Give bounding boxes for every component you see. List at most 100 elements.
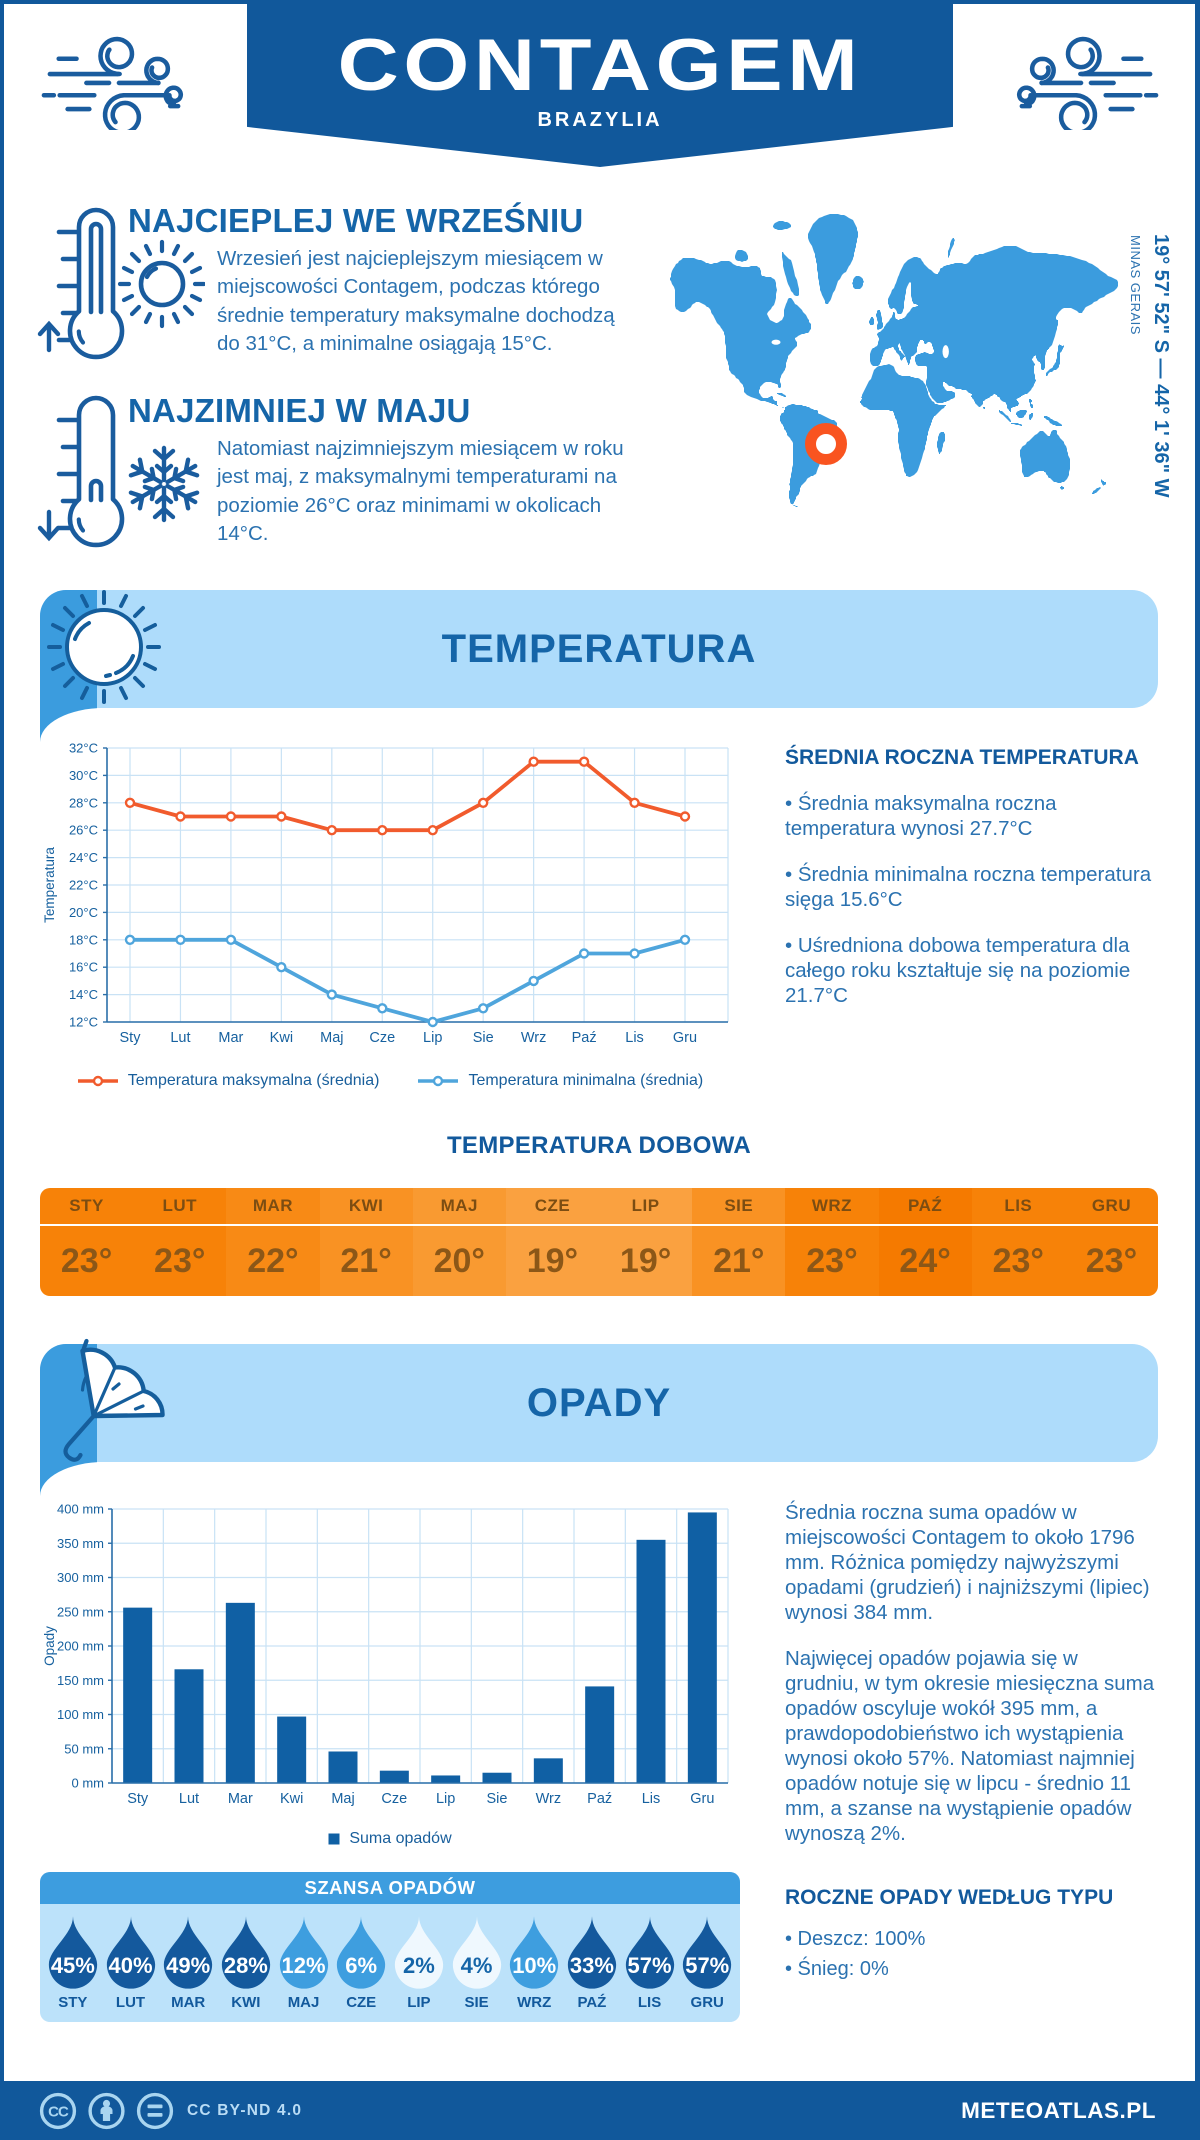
chance-month-label: STY [58, 1994, 88, 2011]
daily-month-label: LIP [599, 1188, 693, 1226]
precipitation-band-title: OPADY [526, 1380, 672, 1425]
month-label: Lut [179, 1791, 199, 1807]
sun-part [117, 239, 205, 329]
month-label: Sie [473, 1030, 494, 1046]
warmest-heading: NAJCIEPLEJ WE WRZEŚNIU [128, 202, 584, 239]
y-tick-label: 32°C [69, 741, 98, 756]
page-subtitle: BRAZYLIA [537, 109, 663, 131]
drop-icon [164, 1916, 213, 1989]
bar [687, 1512, 717, 1783]
data-point [124, 797, 136, 809]
data-point [578, 948, 590, 959]
band-bar [40, 1344, 1158, 1462]
data-point [326, 824, 338, 836]
cc-by-icon [88, 2092, 125, 2129]
legend-item: Temperatura maksymalna (średnia) [77, 1072, 379, 1090]
daily-value-label: 23° [992, 1241, 1045, 1280]
svg-text:400 mm: 400 mm [57, 1502, 104, 1517]
band-bar [40, 590, 1158, 708]
y-tick-label: 28°C [69, 795, 98, 810]
data-point [528, 975, 539, 987]
chance-percent-label: 40% [108, 1953, 153, 1978]
temperature-summary-heading: ŚREDNIA ROCZNA TEMPERATURA [785, 746, 1139, 769]
legend-swatch [77, 1075, 118, 1087]
data-point [175, 811, 186, 822]
svg-text:100 mm: 100 mm [57, 1707, 104, 1722]
chance-drop: 40% LUT [102, 1914, 160, 2011]
chance-drop: 57% LIS [621, 1914, 679, 2011]
month-label: Lip [423, 1030, 442, 1046]
month-label: Maj [320, 1030, 343, 1046]
daily-temperature-cell: LIP 19° [599, 1188, 693, 1296]
month-label: Lip [436, 1791, 455, 1807]
drop-icon [510, 1916, 559, 1989]
data-point [175, 934, 186, 946]
chance-percent-label: 10% [512, 1953, 557, 1978]
daily-month-label: MAJ [412, 1188, 506, 1226]
chance-month-label: GRU [690, 1994, 724, 2011]
precipitation-paragraph: Najwięcej opadów pojawia się w grudniu, … [785, 1647, 1155, 1845]
daily-temperature-cell: GRU 23° [1064, 1188, 1159, 1296]
data-point [578, 756, 590, 767]
data-point [629, 797, 640, 809]
legend-item: Temperatura minimalna (średnia) [417, 1072, 703, 1090]
drop-icon [106, 1916, 155, 1989]
daily-temperature-cell: STY 23° [40, 1188, 134, 1296]
y-tick-label: 30°C [69, 768, 98, 783]
y-tick-label: 18°C [69, 932, 98, 947]
daily-month-label: WRZ [785, 1188, 879, 1226]
daily-month-label: LIS [971, 1188, 1065, 1226]
chance-percent-label: 2% [402, 1953, 435, 1978]
page-title: CONTAGEM [337, 25, 863, 106]
y-tick-label: 12°C [69, 1015, 98, 1030]
chance-drop: 10% WRZ [505, 1914, 563, 2011]
chance-drop: 33% PAŹ [563, 1914, 621, 2011]
month-label: Kwi [280, 1791, 303, 1807]
precipitation-paragraph: Średnia roczna suma opadów w miejscowośc… [785, 1501, 1150, 1624]
umbrella-icon [63, 1338, 165, 1462]
precipitation-chart-legend: Suma opadów [40, 1830, 740, 1848]
location-marker [805, 423, 847, 465]
chance-month-label: CZE [346, 1994, 377, 2011]
daily-value-label: 23° [60, 1241, 113, 1280]
daily-value-label: 19° [619, 1241, 672, 1280]
thermometer-hot-icon [37, 207, 205, 360]
region-label: MINAS GERAIS [1128, 235, 1143, 335]
chance-month-label: LIP [407, 1994, 431, 2011]
month-label: Lut [170, 1030, 190, 1046]
chance-drop: 2% LIP [390, 1914, 448, 2011]
bar [225, 1602, 255, 1783]
daily-value-label: 21° [713, 1241, 765, 1280]
cc-nd-icon [136, 2092, 174, 2129]
chance-month-label: KWI [231, 1994, 261, 2011]
data-point [629, 948, 640, 959]
month-label: Gru [673, 1030, 697, 1046]
precipitation-type-heading: ROCZNE OPADY WEDŁUG TYPU [785, 1886, 1114, 1909]
y-tick-label: 16°C [69, 960, 98, 975]
svg-text:0 mm: 0 mm [72, 1776, 105, 1791]
month-label: Lis [642, 1791, 661, 1807]
chance-drop: 28% KWI [217, 1914, 275, 2011]
chance-drop: 57% GRU [678, 1914, 736, 2011]
daily-value-label: 20° [433, 1241, 485, 1280]
data-point [427, 824, 438, 836]
chance-drop: 4% SIE [448, 1914, 506, 2011]
snowflake-part [128, 445, 200, 523]
daily-value-label: 23° [806, 1241, 858, 1280]
month-label: Maj [331, 1791, 354, 1807]
y-tick-label: 14°C [69, 987, 98, 1002]
month-label: Paź [587, 1791, 612, 1807]
temperature-summary-bullet: • Średnia minimalna roczna temperatura s… [785, 863, 1152, 911]
y-tick-label: 26°C [69, 823, 98, 838]
footer-bar: CC CC BY-ND 4.0 METEOATLAS.PL [0, 2081, 1200, 2140]
chance-percent-label: 28% [223, 1953, 268, 1978]
drop-icon [683, 1916, 732, 1989]
data-point [679, 811, 691, 822]
daily-value-label: 19° [526, 1241, 579, 1280]
chance-percent-label: 57% [685, 1953, 730, 1978]
data-point [225, 934, 237, 946]
data-point [326, 989, 338, 1000]
data-point [377, 824, 388, 836]
brand-label: METEOATLAS.PL [961, 2097, 1156, 2123]
drop-icon [394, 1916, 443, 1989]
